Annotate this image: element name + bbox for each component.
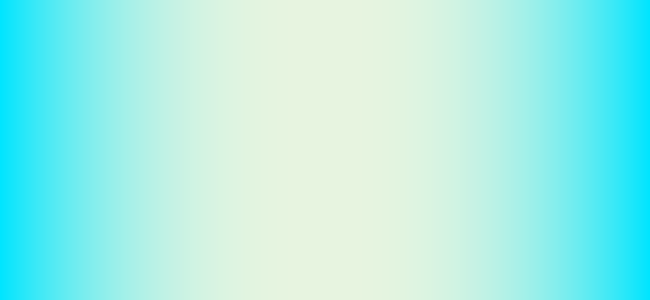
Text: City-Data.com: City-Data.com xyxy=(467,55,556,68)
Title: Owners and renters by unit type in zip code 77412: Owners and renters by unit type in zip c… xyxy=(88,7,602,25)
Bar xyxy=(242,81,448,275)
